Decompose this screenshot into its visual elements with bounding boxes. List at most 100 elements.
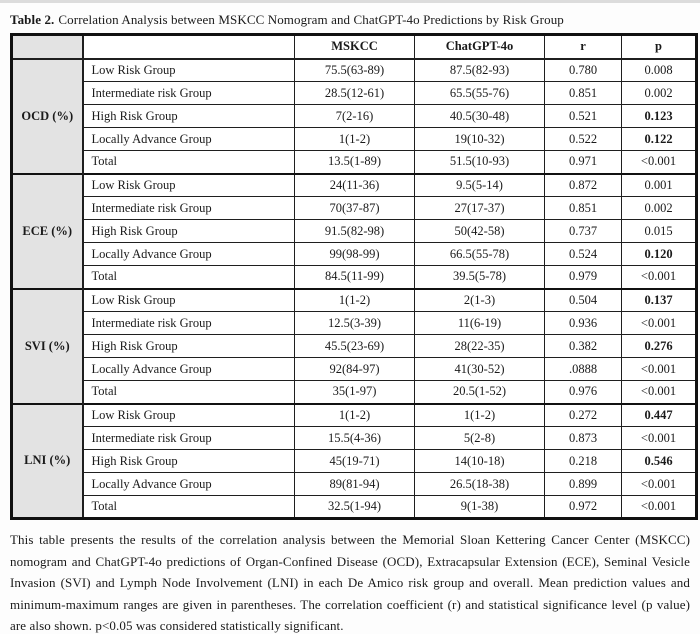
group-label-svi: SVI (%) (11, 288, 84, 404)
row-label: Intermediate risk Group (82, 196, 295, 220)
chatgpt-value: 5(2-8) (414, 426, 545, 450)
row-label: High Risk Group (82, 104, 295, 128)
row-label: Low Risk Group (82, 173, 295, 197)
chatgpt-value: 39.5(5-78) (414, 265, 545, 289)
table-row: Locally Advance Group 89(81-94) 26.5(18-… (12, 472, 697, 496)
chatgpt-value: 66.5(55-78) (414, 242, 545, 266)
p-value: 0.123 (621, 104, 697, 128)
chatgpt-value: 9.5(5-14) (414, 173, 545, 197)
p-value: 0.120 (621, 242, 697, 266)
mskcc-value: 7(2-16) (294, 104, 415, 128)
table-row: SVI (%) Low Risk Group 1(1-2) 2(1-3) 0.5… (11, 288, 697, 404)
chatgpt-value: 2(1-3) (414, 288, 545, 312)
mskcc-value: 28.5(12-61) (294, 81, 415, 105)
table-row: High Risk Group 45.5(23-69) 28(22-35) 0.… (12, 334, 697, 358)
table-caption: Table 2. Correlation Analysis between MSK… (10, 12, 690, 28)
p-value: 0.001 (621, 173, 697, 197)
header-cell-mskcc: MSKCC (294, 34, 415, 60)
mskcc-value: 92(84-97) (294, 357, 415, 381)
r-value: 0.522 (544, 127, 622, 151)
row-label: Locally Advance Group (82, 242, 295, 266)
chatgpt-value: 14(10-18) (414, 449, 545, 473)
table-caption-label: Table 2. (10, 12, 55, 27)
mskcc-value: 35(1-97) (294, 380, 415, 404)
mskcc-value: 13.5(1-89) (294, 150, 415, 174)
p-value: 0.002 (621, 81, 697, 105)
p-value: 0.447 (621, 403, 697, 427)
p-value: <0.001 (621, 495, 697, 519)
mskcc-value: 84.5(11-99) (294, 265, 415, 289)
chatgpt-value: 26.5(18-38) (414, 472, 545, 496)
table-row: Locally Advance Group 92(84-97) 41(30-52… (12, 357, 697, 381)
header-cell-group (11, 34, 84, 60)
r-value: 0.936 (544, 311, 622, 335)
r-value: 0.971 (544, 150, 622, 174)
row-label: Low Risk Group (82, 403, 295, 427)
chatgpt-value: 20.5(1-52) (414, 380, 545, 404)
table-row: Intermediate risk Group 28.5(12-61) 65.5… (12, 81, 697, 105)
mskcc-value: 24(11-36) (294, 173, 415, 197)
mskcc-value: 45(19-71) (294, 449, 415, 473)
table-caption-text: Correlation Analysis between MSKCC Nomog… (58, 12, 564, 27)
group-label-ocd: OCD (%) (11, 58, 84, 174)
chatgpt-value: 50(42-58) (414, 219, 545, 243)
r-value: 0.504 (544, 288, 622, 312)
group-lni: LNI (%) Low Risk Group 1(1-2) 1(1-2) 0.2… (11, 403, 697, 519)
row-label: Total (82, 265, 295, 289)
chatgpt-value: 40.5(30-48) (414, 104, 545, 128)
row-label: Intermediate risk Group (82, 81, 295, 105)
chatgpt-value: 51.5(10-93) (414, 150, 545, 174)
r-value: 0.272 (544, 403, 622, 427)
scan-edge-artifact (0, 0, 700, 3)
group-ece: ECE (%) Low Risk Group 24(11-36) 9.5(5-1… (11, 173, 697, 289)
p-value: <0.001 (621, 265, 697, 289)
p-value: <0.001 (621, 311, 697, 335)
r-value: 0.737 (544, 219, 622, 243)
group-ocd: OCD (%) Low Risk Group 75.5(63-89) 87.5(… (11, 58, 697, 174)
table-row: High Risk Group 45(19-71) 14(10-18) 0.21… (12, 449, 697, 473)
correlation-table: MSKCC ChatGPT-4o r p OCD (%) Low Risk Gr… (10, 33, 698, 520)
mskcc-value: 91.5(82-98) (294, 219, 415, 243)
row-label: Intermediate risk Group (82, 311, 295, 335)
row-label: High Risk Group (82, 449, 295, 473)
r-value: 0.872 (544, 173, 622, 197)
mskcc-value: 75.5(63-89) (294, 58, 415, 82)
header-row: MSKCC ChatGPT-4o r p (11, 34, 697, 60)
r-value: .0888 (544, 357, 622, 381)
header-cell-chatgpt: ChatGPT-4o (414, 34, 545, 60)
p-value: 0.008 (621, 58, 697, 82)
chatgpt-value: 19(10-32) (414, 127, 545, 151)
p-value: 0.015 (621, 219, 697, 243)
table-footnote: This table presents the results of the c… (10, 532, 690, 633)
chatgpt-value: 27(17-37) (414, 196, 545, 220)
r-value: 0.976 (544, 380, 622, 404)
p-value: 0.122 (621, 127, 697, 151)
r-value: 0.873 (544, 426, 622, 450)
p-value: 0.276 (621, 334, 697, 358)
p-value: <0.001 (621, 472, 697, 496)
mskcc-value: 70(37-87) (294, 196, 415, 220)
p-value: <0.001 (621, 357, 697, 381)
table-row: High Risk Group 7(2-16) 40.5(30-48) 0.52… (12, 104, 697, 128)
r-value: 0.972 (544, 495, 622, 519)
p-value: <0.001 (621, 150, 697, 174)
chatgpt-value: 41(30-52) (414, 357, 545, 381)
p-value: <0.001 (621, 426, 697, 450)
row-label: Intermediate risk Group (82, 426, 295, 450)
mskcc-value: 32.5(1-94) (294, 495, 415, 519)
group-svi: SVI (%) Low Risk Group 1(1-2) 2(1-3) 0.5… (11, 288, 697, 404)
mskcc-value: 1(1-2) (294, 288, 415, 312)
chatgpt-value: 65.5(55-76) (414, 81, 545, 105)
table-row: Total 32.5(1-94) 9(1-38) 0.972 <0.001 (12, 495, 697, 519)
group-label-lni: LNI (%) (11, 403, 84, 519)
r-value: 0.382 (544, 334, 622, 358)
table-row: Total 84.5(11-99) 39.5(5-78) 0.979 <0.00… (12, 265, 697, 289)
row-label: Total (82, 380, 295, 404)
table-row: Locally Advance Group 99(98-99) 66.5(55-… (12, 242, 697, 266)
table-row: Total 35(1-97) 20.5(1-52) 0.976 <0.001 (12, 380, 697, 404)
chatgpt-value: 28(22-35) (414, 334, 545, 358)
p-value: 0.002 (621, 196, 697, 220)
table-row: Total 13.5(1-89) 51.5(10-93) 0.971 <0.00… (12, 150, 697, 174)
chatgpt-value: 87.5(82-93) (414, 58, 545, 82)
r-value: 0.524 (544, 242, 622, 266)
